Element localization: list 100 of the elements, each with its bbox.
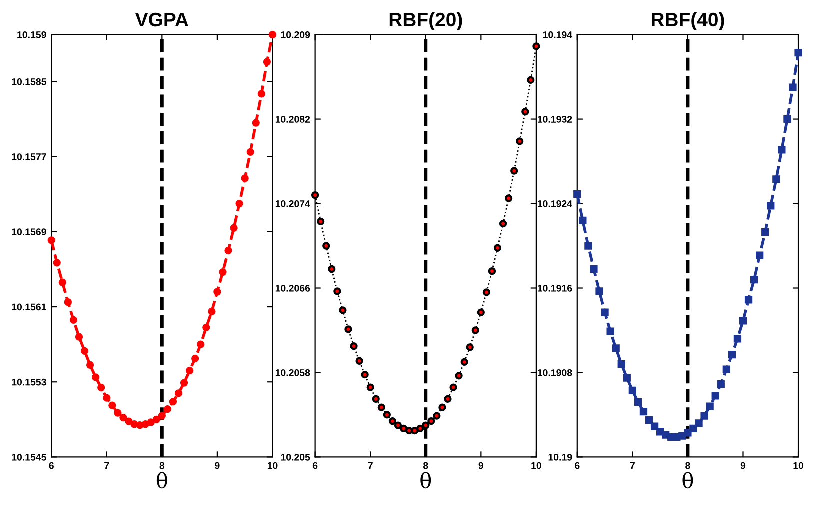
x-tick-label: 6 [49,462,54,470]
point [628,386,636,395]
point [444,395,452,403]
point [411,426,419,435]
y-tick-label: 10.1932 [538,116,572,123]
x-axis-title: θ [682,472,694,489]
y-tick-label: 10.2066 [276,284,310,292]
x-tick-label: 9 [478,462,484,470]
point [136,421,144,430]
point [772,176,780,184]
point [214,288,222,296]
point [612,344,620,352]
point [108,402,116,410]
point [317,218,325,226]
point [590,265,598,274]
point [58,278,66,286]
point [722,366,730,374]
point [532,42,540,50]
point [339,306,347,314]
x-tick-label: 10 [268,462,278,470]
y-tick-label: 10.2074 [276,200,310,208]
point [574,190,582,198]
x-axis-title: θ [156,472,168,489]
point [230,224,238,232]
x-tick-label: 7 [368,462,373,470]
point [584,242,592,250]
point [252,119,260,127]
point [504,194,513,202]
point [366,384,374,392]
point [219,268,227,276]
x-tick-label: 10 [794,462,804,470]
point [618,360,626,368]
point [596,288,604,296]
point [789,84,797,92]
x-tick-label: 6 [575,462,580,470]
point [634,398,642,406]
point [394,422,402,430]
point [579,216,587,224]
point [645,416,654,424]
y-tick-label: 10.2082 [276,116,310,123]
point [510,167,518,175]
point [328,265,336,274]
point [488,268,496,276]
y-tick-label: 10.209 [281,32,310,38]
point [241,174,249,182]
point [361,371,369,379]
y-tick-label: 10.1569 [12,228,46,236]
y-tick-label: 10.1545 [12,454,46,461]
x-tick-label: 8 [160,462,165,470]
point [695,420,703,428]
chart-title: RBF(20) [390,12,462,31]
point [767,202,775,210]
point [180,379,188,387]
point [601,308,609,316]
point [684,429,692,437]
point [422,422,430,430]
point [202,324,210,332]
y-tick-label: 10.1577 [12,154,46,160]
point [477,308,485,316]
point [236,200,244,208]
y-tick-label: 10.194 [543,32,572,38]
point [383,411,392,419]
x-tick-label: 8 [423,462,428,470]
point [208,308,216,316]
point [92,374,100,382]
point [728,350,736,359]
point [64,298,72,306]
point [438,404,446,412]
point [678,432,686,440]
x-tick-label: 7 [630,462,635,470]
point [794,48,802,57]
point [499,220,508,228]
point [70,316,78,324]
point [378,404,386,412]
point [744,296,753,304]
y-tick-label: 10.2058 [276,369,310,376]
point [258,90,266,98]
point [103,394,111,402]
y-tick-label: 10.19 [548,454,572,461]
point [778,146,786,154]
point [428,417,436,426]
point [762,228,770,236]
point [344,326,352,334]
y-tick-label: 10.1916 [538,284,572,292]
point [400,424,408,433]
point [450,384,458,392]
point [650,422,659,430]
point [482,288,491,296]
x-tick-label: 10 [532,462,542,470]
point [53,259,61,267]
point [662,431,670,439]
point [717,380,725,388]
point [142,420,150,428]
point [224,246,232,255]
point [472,326,480,334]
x-tick-label: 8 [686,462,690,470]
y-tick-label: 10.205 [281,454,310,461]
point [750,276,758,284]
point [522,108,530,116]
y-tick-label: 10.1585 [12,78,46,86]
